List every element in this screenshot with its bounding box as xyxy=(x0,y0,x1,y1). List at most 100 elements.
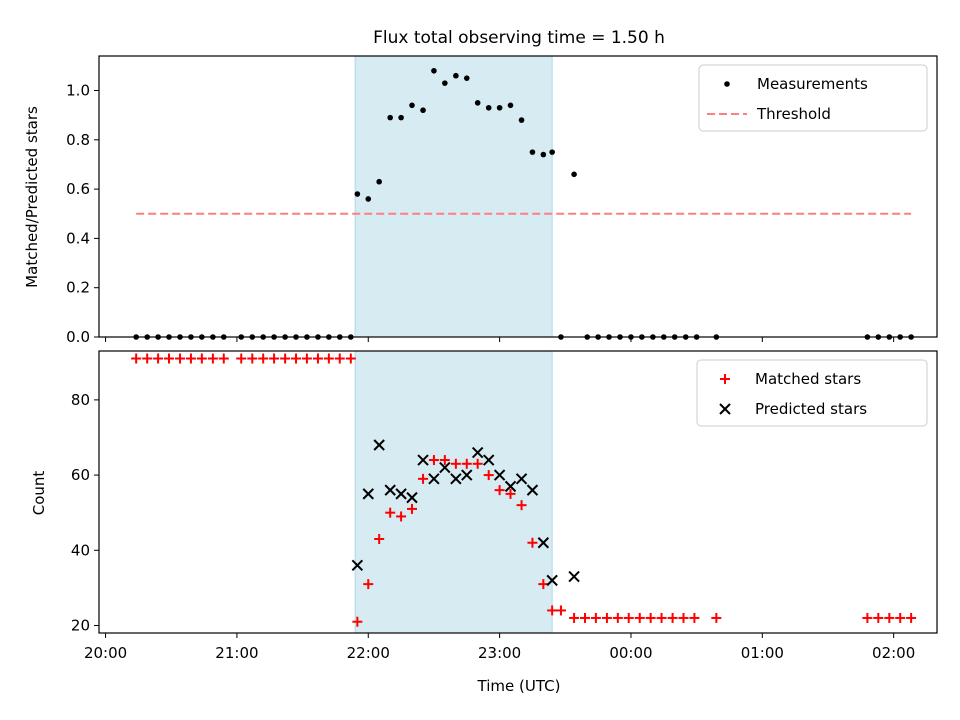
matched-star-point xyxy=(396,511,407,522)
predicted-star-point xyxy=(373,439,385,451)
predicted-star-point xyxy=(526,484,539,496)
legend-box xyxy=(696,359,928,427)
matched-star-point xyxy=(579,612,590,623)
y-tick-label: 0.6 xyxy=(66,180,90,198)
matched-star-point xyxy=(667,612,678,623)
measurement-point xyxy=(507,102,514,109)
x-tick-label: 01:00 xyxy=(741,644,784,662)
matched-star-point xyxy=(461,458,472,469)
predicted-star-point xyxy=(568,570,580,583)
y-tick-label: 60 xyxy=(71,466,90,484)
y-tick-label: 0.8 xyxy=(66,131,90,149)
top-y-axis-label: Matched/Predicted stars xyxy=(23,106,41,288)
predicted-star-point xyxy=(546,574,558,587)
bottom-x-axis: 20:00 21:00 22:00 23:00 00:00 01:00 02:00 xyxy=(84,633,915,662)
matched-star-point xyxy=(516,500,527,511)
bottom-shaded-span xyxy=(354,350,553,634)
matched-star-point xyxy=(196,353,207,364)
matched-star-point xyxy=(153,353,164,364)
measurement-point xyxy=(518,117,525,123)
measurement-point xyxy=(398,114,404,121)
predicted-star-point xyxy=(483,454,495,466)
y-tick-label: 0.2 xyxy=(66,279,90,297)
predicted-star-point xyxy=(351,559,364,572)
matched-star-point xyxy=(301,353,312,364)
predicted-star-point xyxy=(504,480,517,493)
matched-star-point xyxy=(623,612,634,623)
matched-star-point xyxy=(645,612,656,623)
measurement-point xyxy=(409,102,415,109)
matched-star-point xyxy=(185,353,196,364)
matched-star-point xyxy=(323,353,334,364)
predicted-star-point xyxy=(439,461,451,474)
shaded-interval xyxy=(354,55,553,338)
measurement-point xyxy=(571,171,577,178)
matched-star-point xyxy=(689,612,700,623)
predicted-star-point xyxy=(515,473,528,485)
matched-star-point xyxy=(207,353,218,364)
matched-star-point xyxy=(218,353,229,364)
legend-label: Matched stars xyxy=(755,370,861,388)
predicted-star-point xyxy=(493,469,506,481)
y-tick-label: 0.4 xyxy=(66,229,90,247)
measurement-point xyxy=(453,72,459,79)
predicted-star-point xyxy=(384,484,396,496)
measurement-point xyxy=(496,104,503,111)
measurement-point xyxy=(431,67,437,74)
legend-predicted-swatch xyxy=(719,403,731,415)
matched-star-point xyxy=(590,612,601,623)
matched-star-point xyxy=(656,612,667,623)
matched-star-point xyxy=(569,612,580,623)
matched-star-point xyxy=(555,605,566,616)
legend-label: Measurements xyxy=(757,75,868,93)
matched-star-point xyxy=(334,353,345,364)
predicted-star-point xyxy=(450,473,462,485)
bottom-panel: 20 40 60 80 20:00 21:00 22:00 23:00 00:00 01:00 0… xyxy=(30,350,938,695)
matched-star-point xyxy=(873,612,884,623)
y-tick-label: 40 xyxy=(71,541,90,559)
x-tick-label: 22:00 xyxy=(347,644,390,662)
matched-star-point xyxy=(280,353,291,364)
x-tick-label: 20:00 xyxy=(84,644,127,662)
matched-star-point xyxy=(483,470,494,481)
measurement-point xyxy=(442,80,448,86)
matched-star-point xyxy=(494,485,505,496)
x-tick-label: 02:00 xyxy=(872,644,915,662)
matched-star-point xyxy=(547,605,558,616)
matched-star-point xyxy=(678,612,689,623)
measurement-point xyxy=(485,104,492,111)
matched-star-point xyxy=(175,353,186,364)
top-y-axis: 0.0 0.2 0.4 0.6 0.8 1.0 xyxy=(66,82,99,346)
matched-star-point xyxy=(407,503,418,514)
matched-star-point xyxy=(345,353,356,364)
matched-star-point xyxy=(472,458,483,469)
predicted-star-point xyxy=(461,469,473,481)
matched-star-point xyxy=(363,579,374,590)
measurement-point xyxy=(463,75,470,81)
matched-star-point xyxy=(527,537,538,548)
bottom-x-axis-label: Time (UTC) xyxy=(477,677,561,695)
shaded-interval xyxy=(354,350,553,634)
measurement-point xyxy=(365,196,372,202)
predicted-star-point xyxy=(537,537,550,549)
top-panel: 0.0 0.2 0.4 0.6 0.8 1.0 Matched/Predicted sta… xyxy=(23,55,938,346)
matched-star-point xyxy=(711,612,722,623)
matched-star-point xyxy=(374,534,385,544)
x-tick-label: 23:00 xyxy=(478,644,521,662)
bottom-axes-frame xyxy=(98,350,938,634)
bottom-data-layer xyxy=(131,353,917,627)
matched-star-point xyxy=(906,612,917,623)
matched-star-point xyxy=(538,579,549,590)
matched-star-point xyxy=(418,473,429,484)
predicted-star-point xyxy=(362,488,374,500)
matched-star-point xyxy=(634,612,645,623)
y-tick-label: 80 xyxy=(71,391,90,409)
legend-measurement-swatch xyxy=(724,81,730,87)
matched-star-point xyxy=(352,616,363,627)
matched-star-point xyxy=(612,612,623,623)
matched-star-point xyxy=(247,353,258,364)
top-shaded-span xyxy=(354,55,553,338)
top-legend: Measurements Threshold xyxy=(698,64,928,132)
bottom-y-axis-label: Count xyxy=(30,471,48,516)
matched-star-point xyxy=(131,353,142,364)
